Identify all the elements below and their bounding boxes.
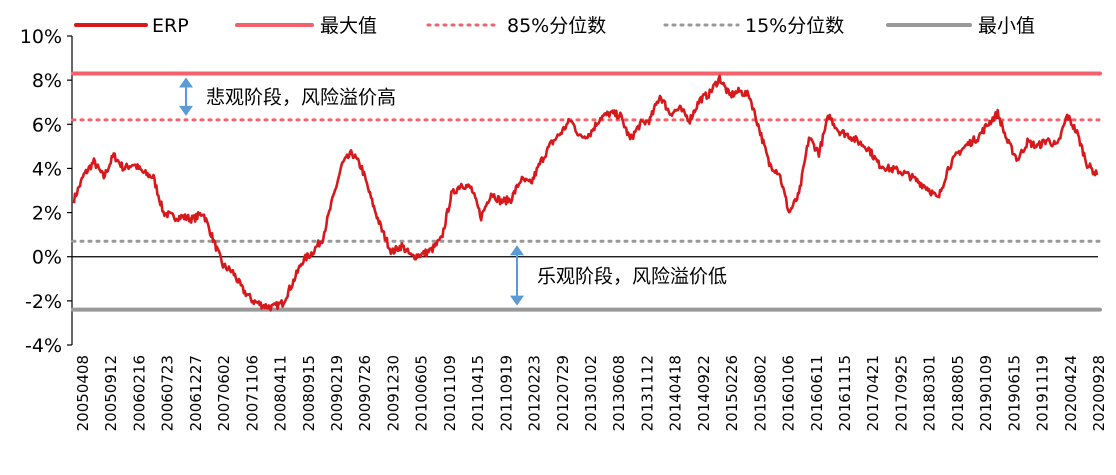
y-tick-label: 8% — [32, 70, 62, 92]
x-tick-label: 20080411 — [272, 355, 290, 431]
x-tick-label: 20110415 — [469, 355, 487, 431]
x-tick-label: 20091230 — [384, 355, 402, 431]
y-tick-label: -2% — [25, 291, 62, 313]
x-tick-label: 20120223 — [526, 355, 544, 431]
x-tick-label: 20110919 — [497, 355, 515, 431]
x-tick-label: 20190615 — [1005, 355, 1023, 431]
y-tick-label: 2% — [32, 203, 62, 225]
x-tick-label: 20071106 — [243, 355, 261, 431]
x-tick-label: 20100605 — [413, 355, 431, 431]
x-tick-label: 20150226 — [723, 355, 741, 431]
x-tick-label: 20190109 — [977, 355, 995, 431]
x-tick-label: 20180805 — [949, 355, 967, 431]
x-tick-label: 20170421 — [864, 355, 882, 431]
x-tick-label: 20050408 — [74, 355, 92, 431]
annotation-arrowhead-down — [179, 105, 193, 116]
x-tick-label: 20161115 — [836, 355, 854, 431]
x-tick-label: 20060723 — [159, 355, 177, 431]
y-tick-label: 4% — [32, 158, 62, 180]
x-tick-label: 20200424 — [1062, 355, 1080, 431]
x-tick-label: 20191119 — [1034, 355, 1052, 431]
x-tick-label: 20060216 — [130, 355, 148, 431]
y-tick-label: 0% — [32, 247, 62, 269]
legend-label-3: 15%分位数 — [745, 15, 844, 37]
legend-label-4: 最小值 — [978, 15, 1035, 37]
x-tick-label: 20061227 — [187, 355, 205, 431]
x-tick-label: 20101109 — [441, 355, 459, 431]
x-tick-label: 20200928 — [1090, 355, 1108, 431]
x-tick-label: 20090219 — [328, 355, 346, 431]
x-tick-label: 20120729 — [554, 355, 572, 431]
x-tick-label: 20050912 — [102, 355, 120, 431]
y-tick-label: 6% — [32, 114, 62, 136]
legend-label-1: 最大值 — [320, 15, 377, 37]
annotation-arrowhead-up — [179, 77, 193, 88]
annotation-text: 悲观阶段，风险溢价高 — [206, 87, 396, 109]
x-tick-label: 20131112 — [638, 355, 656, 431]
x-tick-label: 20070602 — [215, 355, 233, 431]
x-tick-label: 20090726 — [356, 355, 374, 431]
y-tick-label: -4% — [25, 335, 62, 357]
x-tick-label: 20130102 — [582, 355, 600, 431]
x-tick-label: 20160106 — [780, 355, 798, 431]
legend-label-0: ERP — [152, 15, 189, 37]
y-tick-label: 10% — [20, 26, 62, 48]
annotation-arrowhead-up — [510, 245, 524, 256]
x-tick-label: 20130608 — [610, 355, 628, 431]
x-tick-label: 20180301 — [921, 355, 939, 431]
legend-label-2: 85%分位数 — [507, 15, 606, 37]
annotation-arrowhead-down — [510, 295, 524, 306]
x-tick-label: 20140418 — [667, 355, 685, 431]
x-tick-label: 20150802 — [751, 355, 769, 431]
x-tick-label: 20160611 — [808, 355, 826, 431]
x-tick-label: 20170925 — [892, 355, 910, 431]
x-tick-label: 20140922 — [695, 355, 713, 431]
erp-line — [72, 74, 1099, 312]
annotation-text: 乐观阶段，风险溢价低 — [537, 265, 727, 287]
x-tick-label: 20080915 — [300, 355, 318, 431]
